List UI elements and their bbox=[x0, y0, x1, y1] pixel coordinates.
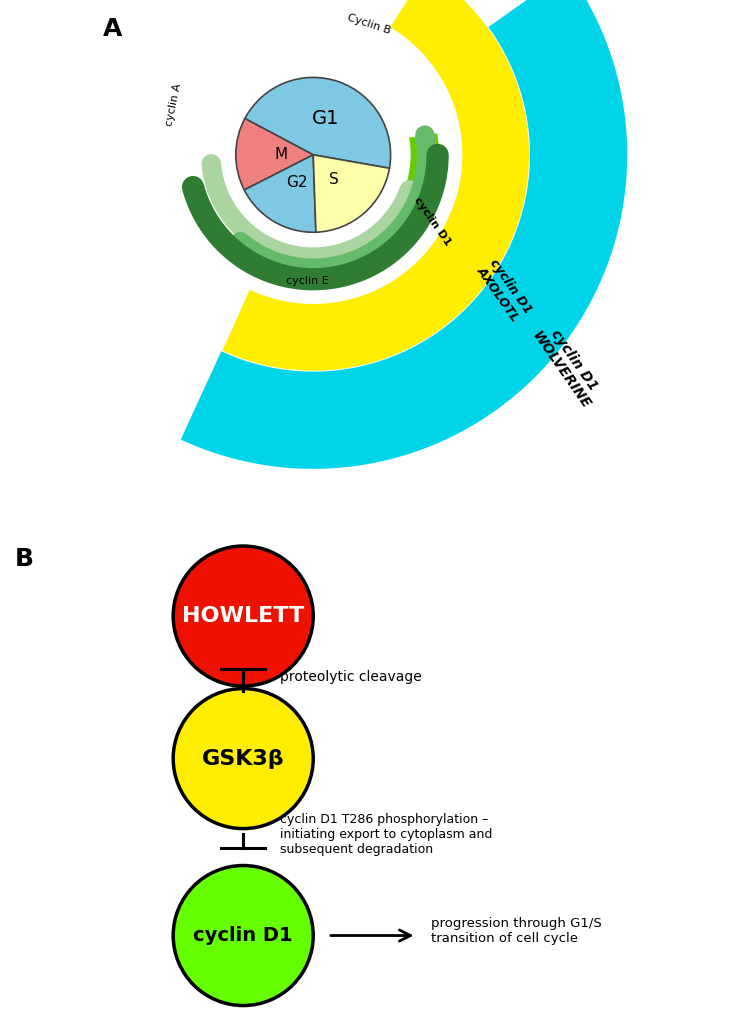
Text: S: S bbox=[329, 172, 339, 186]
Text: proteolytic cleavage: proteolytic cleavage bbox=[280, 671, 422, 684]
Text: cyclin D1: cyclin D1 bbox=[412, 196, 453, 247]
Wedge shape bbox=[245, 78, 391, 168]
Text: cyclin D1 T286 phosphorylation –
initiating export to cytoplasm and
subsequent d: cyclin D1 T286 phosphorylation – initiat… bbox=[280, 813, 492, 856]
Ellipse shape bbox=[173, 865, 313, 1006]
Text: HOWLETT: HOWLETT bbox=[182, 606, 304, 626]
Wedge shape bbox=[236, 119, 313, 190]
Polygon shape bbox=[313, 253, 330, 276]
Text: GSK3β: GSK3β bbox=[202, 749, 284, 769]
Wedge shape bbox=[244, 155, 316, 232]
Polygon shape bbox=[201, 382, 248, 438]
Text: M: M bbox=[275, 147, 287, 162]
Text: G1: G1 bbox=[312, 109, 340, 128]
Text: cyclin E: cyclin E bbox=[286, 276, 329, 287]
Ellipse shape bbox=[173, 546, 313, 686]
Text: Cyclin B: Cyclin B bbox=[346, 12, 392, 36]
Text: A: A bbox=[103, 16, 122, 41]
Text: cyclin D1
AXOLOTL: cyclin D1 AXOLOTL bbox=[474, 256, 534, 325]
Ellipse shape bbox=[173, 688, 313, 828]
Text: progression through G1/S
transition of cell cycle: progression through G1/S transition of c… bbox=[431, 916, 602, 944]
Text: cyclin D1
WOLVERINE: cyclin D1 WOLVERINE bbox=[529, 318, 606, 411]
Text: cyclin A: cyclin A bbox=[164, 83, 184, 127]
Text: G2: G2 bbox=[286, 175, 307, 190]
Circle shape bbox=[217, 58, 410, 252]
Polygon shape bbox=[236, 311, 273, 352]
Wedge shape bbox=[313, 155, 389, 232]
Text: B: B bbox=[15, 547, 34, 571]
Text: cyclin D1: cyclin D1 bbox=[193, 926, 293, 945]
